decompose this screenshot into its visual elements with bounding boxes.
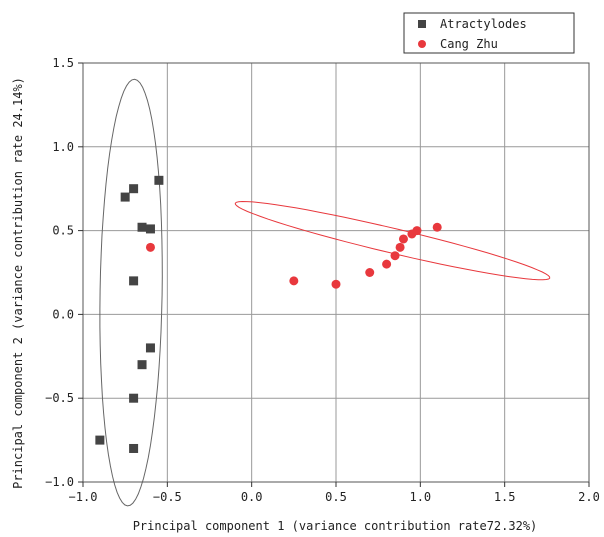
point-cang-zhu bbox=[145, 242, 155, 252]
point-atractylodes bbox=[95, 435, 105, 445]
point-cang-zhu bbox=[412, 226, 422, 236]
point-atractylodes bbox=[120, 192, 130, 202]
legend-box bbox=[403, 12, 575, 54]
legend-label-atractylodes: Atractylodes bbox=[440, 17, 527, 31]
x-tick-label: 1.5 bbox=[494, 490, 516, 504]
point-cang-zhu bbox=[382, 259, 392, 269]
ellipse-cang-zhu bbox=[234, 200, 551, 281]
point-cang-zhu bbox=[395, 242, 405, 252]
point-atractylodes bbox=[129, 276, 139, 286]
legend-label-cang-zhu: Cang Zhu bbox=[440, 37, 498, 51]
x-tick-label: 1.0 bbox=[409, 490, 431, 504]
legend: Atractylodes Cang Zhu bbox=[403, 12, 575, 54]
point-atractylodes bbox=[129, 184, 139, 194]
y-tick-label: 1.0 bbox=[52, 140, 74, 154]
point-cang-zhu bbox=[390, 251, 400, 261]
point-atractylodes bbox=[145, 224, 155, 234]
x-tick-label: 2.0 bbox=[578, 490, 600, 504]
point-cang-zhu bbox=[289, 276, 299, 286]
y-tick-label: 1.5 bbox=[52, 56, 74, 70]
legend-marker-cang-zhu bbox=[418, 40, 426, 48]
x-tick-label: −0.5 bbox=[153, 490, 182, 504]
y-tick-label: −1.0 bbox=[45, 475, 74, 489]
ellipse-atractylodes bbox=[99, 78, 163, 507]
point-cang-zhu bbox=[331, 279, 341, 289]
y-axis-label: Principal component 2 (variance contribu… bbox=[11, 77, 25, 489]
y-tick-label: 0.0 bbox=[52, 307, 74, 321]
point-atractylodes bbox=[145, 343, 155, 353]
y-tick-label: 0.5 bbox=[52, 224, 74, 238]
point-atractylodes bbox=[129, 393, 139, 403]
axis-ticks: −1.0 −0.5 0.0 0.5 1.0 1.5 2.0 −1.0 −0.5 0.0 0.5 1.0… bbox=[45, 56, 600, 504]
x-tick-label: 0.5 bbox=[325, 490, 347, 504]
data-points bbox=[95, 175, 442, 453]
point-atractylodes bbox=[137, 360, 147, 370]
x-tick-label: 0.0 bbox=[241, 490, 263, 504]
point-cang-zhu bbox=[398, 234, 408, 244]
confidence-ellipses bbox=[99, 78, 551, 507]
point-atractylodes bbox=[137, 222, 147, 232]
grid bbox=[82, 62, 590, 483]
x-axis-label: Principal component 1 (variance contribu… bbox=[133, 519, 538, 533]
y-tick-label: −0.5 bbox=[45, 391, 74, 405]
point-atractylodes bbox=[129, 443, 139, 453]
point-atractylodes bbox=[154, 175, 164, 185]
x-tick-label: −1.0 bbox=[69, 490, 98, 504]
point-cang-zhu bbox=[365, 268, 375, 277]
legend-marker-atractylodes bbox=[418, 20, 426, 28]
point-cang-zhu bbox=[432, 222, 442, 232]
